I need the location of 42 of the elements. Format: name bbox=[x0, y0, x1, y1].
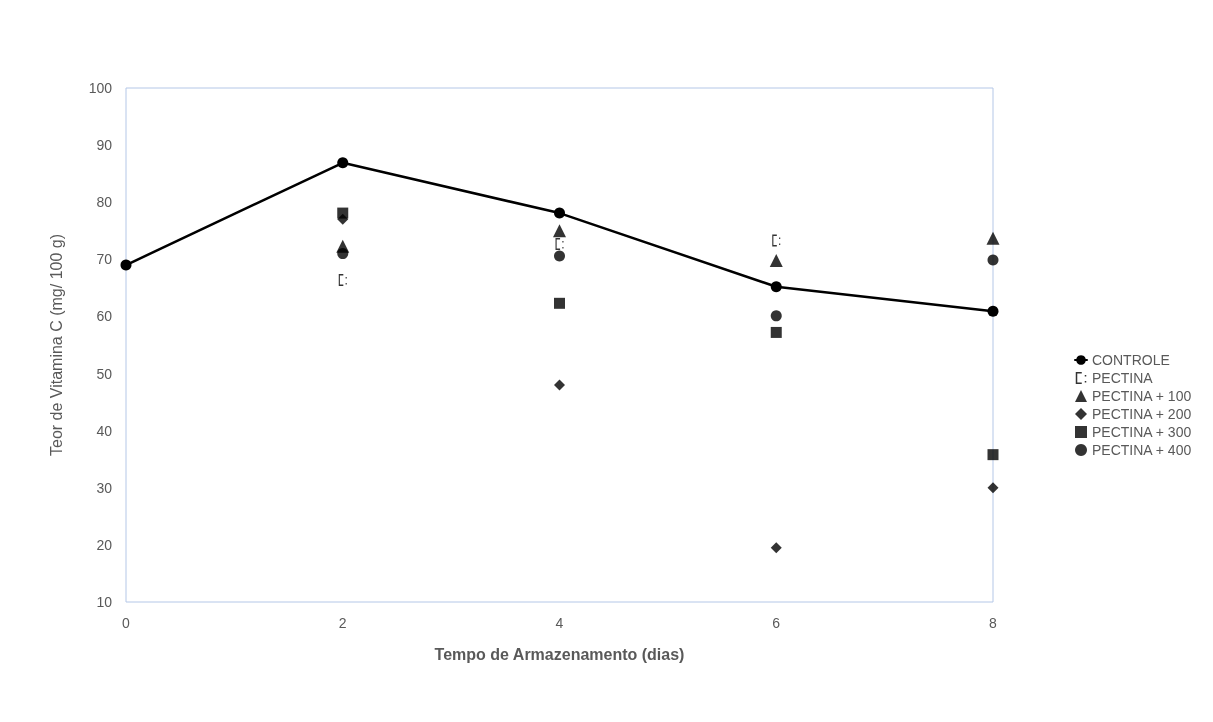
legend-label: PECTINA + 200 bbox=[1092, 406, 1192, 422]
y-tick-label: 100 bbox=[88, 80, 113, 96]
y-tick-label: 70 bbox=[96, 251, 113, 268]
point bbox=[554, 207, 565, 219]
point bbox=[769, 253, 783, 267]
point bbox=[337, 157, 349, 169]
y-tick-label: 20 bbox=[96, 536, 113, 553]
point bbox=[987, 482, 999, 494]
x-tick-label: 6 bbox=[772, 615, 781, 631]
x-axis-title: Tempo de Armazenamento (dias) bbox=[434, 645, 685, 663]
point bbox=[770, 310, 782, 322]
legend-label: PECTINA + 400 bbox=[1092, 442, 1192, 458]
point bbox=[987, 254, 999, 266]
y-tick-label: 50 bbox=[96, 365, 113, 382]
point bbox=[554, 379, 565, 391]
y-tick-label: 10 bbox=[96, 594, 113, 610]
point bbox=[770, 326, 782, 338]
x-tick-label: 2 bbox=[338, 615, 347, 631]
point bbox=[986, 231, 1000, 245]
point bbox=[987, 449, 999, 461]
legend-label: PECTINA bbox=[1092, 370, 1154, 386]
y-tick-label: 40 bbox=[96, 422, 113, 439]
y-tick-label: 60 bbox=[96, 308, 113, 325]
legend-label: PECTINA + 300 bbox=[1092, 424, 1192, 440]
point bbox=[770, 281, 782, 293]
y-tick-label: 80 bbox=[96, 194, 113, 211]
x-tick-label: 8 bbox=[989, 615, 998, 631]
point bbox=[337, 248, 349, 260]
point bbox=[987, 305, 999, 317]
x-tick-label: 0 bbox=[122, 615, 131, 631]
point bbox=[120, 259, 132, 271]
y-axis-title: Teor de Vitamina C (mg/ 100 g) bbox=[47, 233, 65, 457]
legend-label: CONTROLE bbox=[1092, 352, 1170, 368]
legend-label: PECTINA + 100 bbox=[1092, 388, 1192, 404]
point bbox=[554, 250, 565, 262]
point bbox=[553, 224, 566, 238]
point bbox=[554, 297, 565, 309]
y-tick-label: 90 bbox=[96, 137, 113, 154]
x-tick-label: 4 bbox=[555, 615, 564, 631]
y-tick-label: 30 bbox=[96, 479, 113, 496]
point bbox=[337, 207, 349, 219]
point bbox=[770, 542, 782, 554]
